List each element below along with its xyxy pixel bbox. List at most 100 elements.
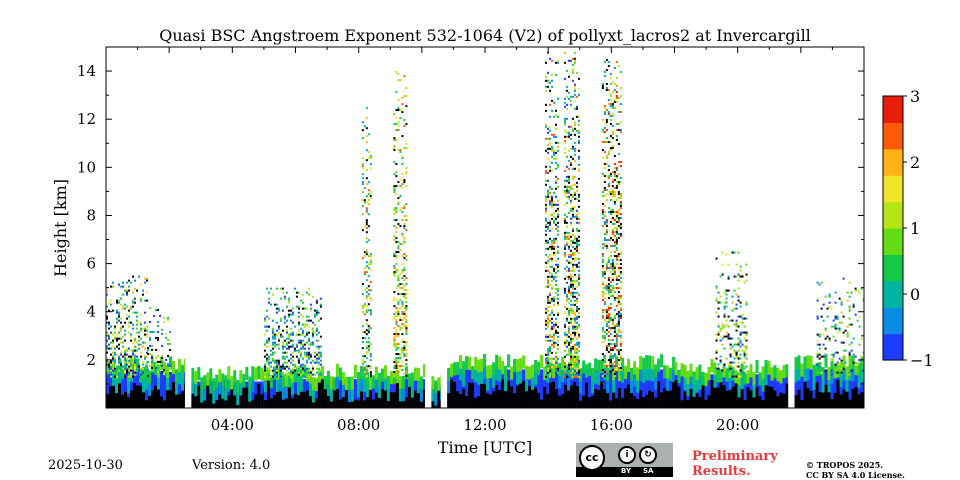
- layer-black-cell: [660, 392, 664, 408]
- plume-7-cell: [607, 285, 610, 288]
- plume-9-cell: [830, 359, 833, 362]
- plume-7-cell: [609, 271, 612, 274]
- plume-7-cell: [603, 233, 606, 236]
- plume-1-cell: [165, 336, 168, 339]
- plume-7-cell: [619, 281, 622, 284]
- plume-9-cell: [838, 321, 841, 324]
- plume-5-cell: [557, 343, 560, 346]
- plume-8-cell: [729, 367, 732, 370]
- plume-5-cell: [545, 309, 548, 312]
- layer-mid-cell: [603, 368, 607, 381]
- plume-7-cell: [615, 343, 618, 346]
- plume-2-cell: [287, 335, 290, 338]
- plume-5-cell: [545, 125, 548, 128]
- plume-6-cell: [571, 63, 574, 66]
- plume-4-cell: [397, 241, 400, 244]
- colorbar-segment: [883, 300, 903, 305]
- plume-4-cell: [395, 185, 398, 188]
- plume-2-cell: [299, 363, 302, 366]
- plume-0-cell: [124, 361, 126, 364]
- plume-0-cell: [126, 305, 128, 308]
- plume-8-cell: [723, 369, 726, 372]
- plume-8-cell: [717, 307, 720, 310]
- plume-0-cell: [134, 287, 136, 290]
- plume-6-cell: [567, 291, 570, 294]
- plume-2-cell: [271, 293, 274, 296]
- plume-6-cell: [577, 195, 580, 198]
- plume-0-cell: [136, 345, 138, 348]
- layer-fringe-cell: [516, 359, 520, 373]
- plume-4-cell: [405, 171, 408, 174]
- plume-5-cell: [549, 305, 552, 308]
- plume-4-cell: [403, 237, 406, 240]
- plume-2-cell: [273, 335, 276, 338]
- plume-6-cell: [571, 347, 574, 350]
- plume-0-cell: [118, 361, 120, 364]
- heatmap-cells: [106, 47, 864, 408]
- plume-2-cell: [275, 359, 278, 362]
- plume-7-cell: [601, 275, 604, 278]
- layer-fringe-cell: [317, 369, 321, 383]
- layer-fringe-cell: [857, 362, 861, 377]
- plume-9-cell: [832, 335, 835, 338]
- plume-5-cell: [545, 171, 548, 174]
- plume-0-cell: [112, 281, 114, 284]
- plume-9-cell: [850, 349, 853, 352]
- plume-7-cell: [607, 177, 610, 180]
- colorbar-tick-label: −1: [910, 351, 934, 370]
- plume-0-cell: [120, 329, 122, 332]
- plume-6-cell: [575, 343, 578, 346]
- plume-1-cell: [167, 316, 170, 319]
- layer-black-cell: [437, 390, 441, 408]
- plume-0-cell: [142, 371, 144, 374]
- plume-7-cell: [603, 355, 606, 358]
- plume-4-cell: [403, 297, 406, 300]
- plume-6-cell: [569, 279, 572, 282]
- plume-0-cell: [112, 351, 114, 354]
- layer-black-cell: [558, 395, 562, 408]
- plume-2-cell: [315, 333, 318, 336]
- plume-7-cell: [607, 279, 610, 282]
- plume-2-cell: [291, 311, 294, 314]
- plume-0-cell: [122, 341, 124, 344]
- plume-8-cell: [739, 315, 742, 318]
- plume-2-cell: [315, 301, 318, 304]
- plume-6-cell: [569, 337, 572, 340]
- plume-8-cell: [715, 351, 718, 354]
- plume-0-cell: [120, 303, 122, 306]
- plume-7-cell: [605, 311, 608, 314]
- plume-2-cell: [265, 359, 268, 362]
- plume-6-cell: [569, 317, 572, 320]
- layer-black-cell: [749, 390, 753, 408]
- plume-2-cell: [285, 291, 288, 294]
- plume-8-cell: [729, 353, 732, 356]
- plume-0-cell: [144, 281, 146, 284]
- plume-5-cell: [553, 251, 556, 254]
- plume-6-cell: [567, 195, 570, 198]
- plume-2-cell: [285, 341, 288, 344]
- plume-9-cell: [818, 353, 821, 356]
- layer-black-cell: [612, 388, 616, 408]
- plume-6-cell: [575, 307, 578, 310]
- plume-2-cell: [311, 329, 314, 332]
- plume-6-cell: [573, 191, 576, 194]
- plume-6-cell: [571, 331, 574, 334]
- plume-7-cell: [605, 315, 608, 318]
- layer-mid-cell: [115, 381, 118, 394]
- plume-7-cell: [605, 221, 608, 224]
- plume-5-cell: [553, 333, 556, 336]
- plume-4-cell: [395, 123, 398, 126]
- plume-7-cell: [613, 315, 616, 318]
- layer-fringe-cell: [612, 367, 616, 381]
- plume-7-cell: [609, 83, 612, 86]
- plume-8-cell: [715, 333, 718, 336]
- plume-4-cell: [401, 155, 404, 158]
- plume-7-cell: [603, 151, 606, 154]
- plume-7-cell: [619, 371, 622, 374]
- plume-3-cell: [361, 369, 364, 372]
- plume-9-cell: [856, 319, 859, 322]
- plume-5-cell: [557, 303, 560, 306]
- plume-9-cell: [818, 365, 821, 368]
- plume-8-cell: [723, 325, 726, 328]
- plume-7-cell: [617, 209, 620, 212]
